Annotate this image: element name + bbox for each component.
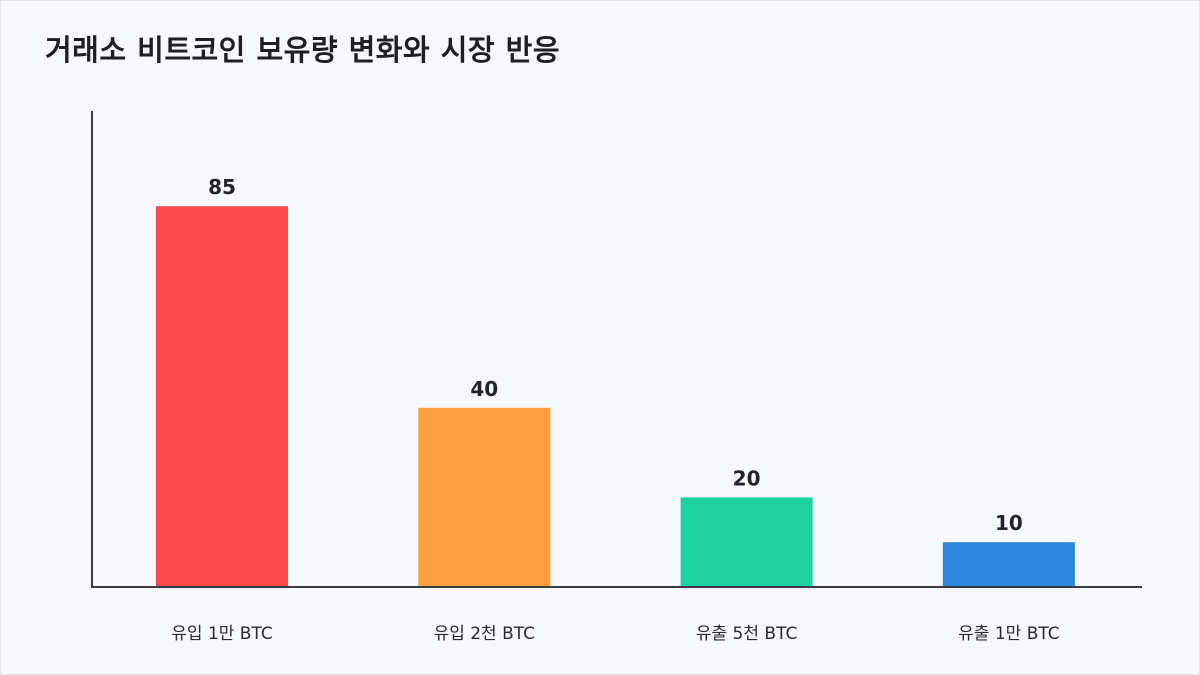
bar-1 <box>156 206 288 587</box>
bar-2 <box>418 407 551 587</box>
bar-value-label-2: 40 <box>470 377 498 401</box>
category-label-3: 유출 5천 BTC <box>696 624 797 644</box>
category-label-1: 유입 1만 BTC <box>171 624 272 644</box>
chart-title: 거래소 비트코인 보유량 변화와 시장 반응 <box>45 33 561 67</box>
category-label-2: 유입 2천 BTC <box>434 624 535 644</box>
category-label-4: 유출 1만 BTC <box>958 624 1059 644</box>
bar-value-label-3: 20 <box>733 466 761 490</box>
labels-group: 85 유입 1만 BTC 40 유입 2천 BTC 20 유출 5천 BTC 10 유출 1만… <box>171 175 1059 644</box>
bar-value-label-1: 85 <box>208 175 236 199</box>
bar-value-label-4: 10 <box>995 511 1023 535</box>
bar-4 <box>942 542 1075 587</box>
bars-group <box>156 206 1075 587</box>
bar-3 <box>680 497 813 587</box>
